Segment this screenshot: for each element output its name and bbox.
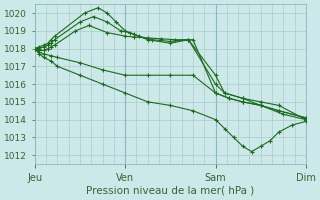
X-axis label: Pression niveau de la mer( hPa ): Pression niveau de la mer( hPa ) bbox=[86, 186, 254, 196]
